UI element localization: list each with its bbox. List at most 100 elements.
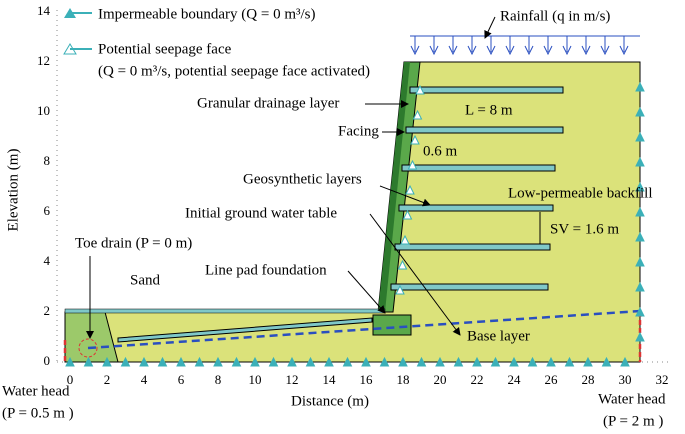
x-tick-label: 14 (323, 372, 337, 387)
annotation: Sand (130, 272, 161, 288)
boundary-marker (410, 134, 420, 145)
geosynthetic (398, 204, 554, 212)
boundary-marker (287, 356, 297, 367)
leader (347, 270, 386, 314)
leader (484, 16, 496, 39)
boundary-marker (635, 281, 645, 292)
boundary-marker (635, 106, 645, 117)
boundary-marker (305, 356, 316, 367)
boundary-marker (231, 356, 242, 367)
boundary-marker (416, 356, 427, 367)
y-tick-label: 0 (44, 353, 51, 368)
boundary-marker (407, 159, 418, 170)
rain-arrow (448, 36, 458, 56)
boundary-marker (397, 259, 408, 270)
boundary-marker (324, 356, 334, 367)
rain-arrow (467, 36, 477, 56)
annotation: Facing (338, 123, 379, 139)
boundary-marker (402, 209, 413, 220)
rain-arrow (543, 36, 553, 56)
annotation: Initial ground water table (185, 205, 337, 221)
annotation: L = 8 m (465, 102, 513, 118)
boundary-markers (65, 81, 645, 367)
x-tick-label: 4 (141, 372, 148, 387)
boundary-marker (102, 356, 112, 367)
x-tick-label: 12 (286, 372, 299, 387)
annotation: Line pad foundation (205, 262, 327, 278)
rain-arrow (410, 36, 420, 56)
annotation: Water head (598, 391, 666, 407)
x-tick-label: 28 (582, 372, 595, 387)
backfill-domain (64, 61, 641, 363)
boundary-marker (635, 231, 645, 242)
boundary-marker (564, 356, 575, 367)
rainfall-arrows (410, 35, 640, 56)
boundary-marker (268, 356, 279, 367)
boundary-marker (583, 356, 593, 367)
boundary-marker (412, 109, 423, 120)
boundary-marker (415, 84, 425, 95)
x-tick-label: 16 (360, 372, 374, 387)
boundary-marker (546, 356, 556, 367)
geosynthetic (409, 86, 564, 94)
boundary-marker (635, 131, 645, 142)
boundary-marker (435, 356, 445, 367)
y-tick-label: 2 (44, 303, 51, 318)
rain-arrow (486, 36, 496, 56)
boundary-marker (490, 356, 501, 367)
x-tick-label: 22 (471, 372, 484, 387)
boundary-marker (601, 356, 612, 367)
x-tick-label: 32 (656, 372, 669, 387)
annotation: 0.6 m (423, 143, 458, 159)
y-tick-label: 4 (44, 253, 51, 268)
boundary-marker (395, 284, 405, 295)
boundary-marker (635, 206, 645, 217)
annotation: Base layer (467, 328, 530, 344)
boundary-marker (250, 356, 260, 367)
x-tick-label: 30 (619, 372, 632, 387)
annotation: (P = 2 m ) (603, 413, 663, 429)
rain-arrow (619, 36, 629, 56)
x-tick-label: 20 (434, 372, 447, 387)
annotation: Toe drain (P = 0 m) (75, 235, 192, 251)
annotation: Granular drainage layer (197, 95, 339, 111)
boundary-marker (213, 356, 223, 367)
boundary-marker (635, 306, 645, 317)
geosynthetic (405, 126, 564, 134)
boundary-marker (157, 356, 168, 367)
base-layer (117, 317, 373, 343)
annotation: Low-permeable backfill (508, 185, 653, 201)
x-tick-label: 6 (178, 372, 185, 387)
boundary-marker (342, 356, 353, 367)
boundary-marker (379, 356, 390, 367)
legend-label: Impermeable boundary (Q = 0 m³/s) (98, 6, 315, 22)
y-tick-label: 12 (37, 53, 50, 68)
x-tick-label: 8 (215, 372, 222, 387)
boundary-marker (453, 356, 464, 367)
x-tick-label: 2 (104, 372, 111, 387)
boundary-marker (472, 356, 482, 367)
boundary-marker (635, 81, 645, 92)
annotation: (P = 0.5 m ) (2, 405, 74, 421)
x-tick-label: 0 (67, 372, 74, 387)
boundary-marker (405, 184, 415, 195)
ground-surface (64, 308, 386, 314)
x-tick-label: 10 (249, 372, 262, 387)
y-axis-label: Elevation (m) (5, 149, 21, 232)
annotation: Geosynthetic layers (243, 171, 362, 187)
x-tick-label: 18 (397, 372, 410, 387)
boundary-marker (509, 356, 519, 367)
rain-arrow (524, 36, 534, 56)
boundary-marker (398, 356, 408, 367)
boundary-marker (65, 356, 75, 367)
geosynthetics (390, 86, 564, 291)
legend-label: Potential seepage face (98, 41, 232, 57)
toe-drain (78, 338, 98, 358)
rain-arrow (429, 36, 439, 56)
annotation: Rainfall (q in m/s) (500, 8, 610, 24)
annotation: SV = 1.6 m (550, 221, 619, 237)
x-tick-label: 24 (508, 372, 522, 387)
geosynthetic (401, 164, 556, 172)
